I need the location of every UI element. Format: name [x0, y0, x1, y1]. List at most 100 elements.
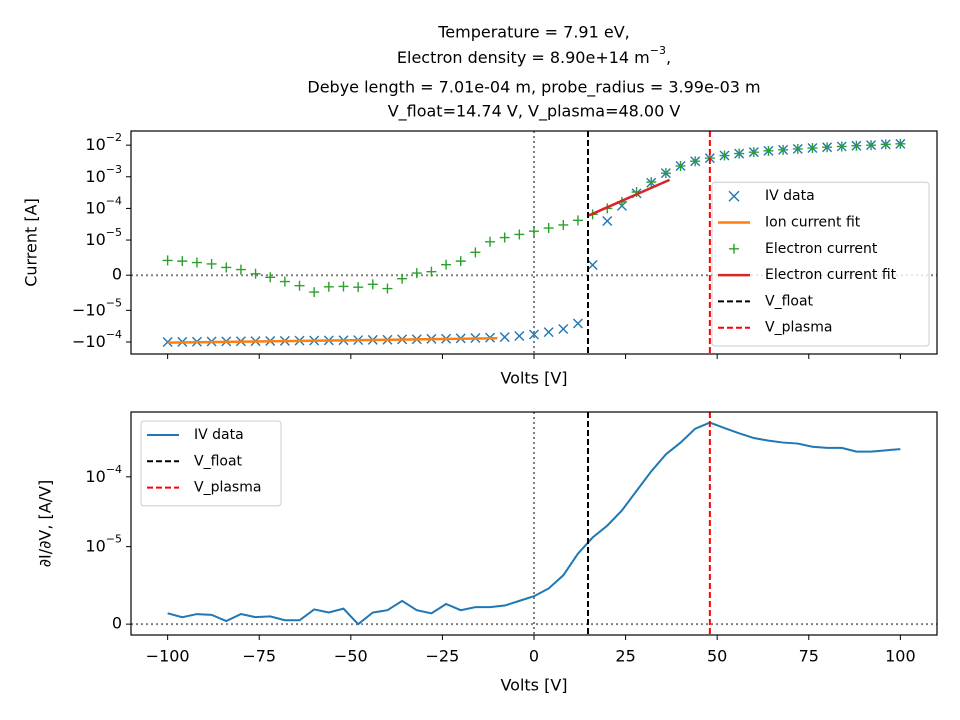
- series-line: [588, 178, 671, 217]
- marker: [485, 236, 496, 247]
- legend-marker: [729, 243, 739, 254]
- marker: [353, 282, 364, 293]
- chart-title: V_float=14.74 V, V_plasma=48.00 V: [388, 102, 681, 122]
- legend-label: Electron current fit: [765, 267, 897, 283]
- legend-box: [711, 181, 930, 347]
- y-tick-label: −10−5: [72, 296, 122, 319]
- marker: [587, 260, 598, 270]
- y-tick-label: 10−5: [85, 226, 122, 249]
- marker: [514, 229, 525, 240]
- marker: [221, 262, 232, 273]
- legend-label: Ion current fit: [765, 215, 861, 231]
- marker: [558, 219, 569, 230]
- legend-label: V_float: [194, 453, 243, 469]
- marker: [529, 329, 539, 340]
- x-tick-label: 25: [615, 647, 635, 666]
- marker: [455, 256, 466, 267]
- x-tick-label: −50: [334, 647, 368, 666]
- x-tick-label: 0: [529, 647, 539, 666]
- marker: [572, 215, 583, 226]
- title-text: ,: [666, 48, 671, 67]
- marker: [265, 272, 276, 283]
- marker: [543, 327, 554, 338]
- series-line: [167, 421, 901, 626]
- legend-box: [140, 420, 282, 507]
- y-tick-label: 0: [112, 614, 122, 633]
- chart-title: Temperature = 7.91 eV,: [437, 23, 630, 42]
- marker: [734, 148, 745, 159]
- x-tick-label: 100: [885, 647, 916, 666]
- series-line: [167, 336, 498, 344]
- marker: [367, 279, 378, 290]
- y-axis-label: ∂I/∂V, [A/V]: [36, 480, 55, 568]
- x-tick-label: −75: [242, 647, 276, 666]
- marker: [426, 266, 437, 277]
- legend-label: Electron current: [765, 241, 878, 257]
- y-tick-label: 10−3: [85, 163, 122, 186]
- marker: [162, 255, 173, 266]
- marker: [294, 280, 305, 291]
- marker: [719, 150, 730, 161]
- marker: [748, 147, 759, 158]
- marker: [822, 142, 833, 153]
- marker: [572, 318, 583, 329]
- marker: [279, 276, 290, 287]
- marker: [382, 283, 393, 294]
- y-tick-label: −10−4: [72, 328, 122, 351]
- marker: [235, 264, 246, 275]
- x-axis-label: Volts [V]: [500, 369, 567, 388]
- marker: [411, 268, 422, 279]
- y-tick-label: 10−2: [85, 131, 122, 154]
- marker: [191, 257, 202, 268]
- marker: [602, 216, 613, 226]
- plot-area: [131, 412, 937, 635]
- legend-marker: [728, 190, 740, 202]
- marker: [499, 232, 510, 243]
- marker: [323, 281, 334, 292]
- marker: [660, 168, 671, 179]
- x-tick-label: 75: [799, 647, 819, 666]
- marker: [543, 223, 554, 234]
- y-tick-label: 10−4: [85, 463, 122, 486]
- legend-label: V_float: [765, 293, 814, 309]
- marker: [441, 259, 452, 270]
- y-tick-label: 10−5: [85, 533, 122, 556]
- legend: IV data Ion current fit Electron current El…: [711, 181, 930, 347]
- chart-title: Electron density = 8.90e+14 m−3,: [397, 44, 671, 67]
- x-tick-label: −100: [146, 647, 190, 666]
- marker: [309, 287, 320, 298]
- marker: [558, 324, 569, 335]
- x-tick-label: 50: [707, 647, 727, 666]
- marker: [514, 331, 525, 342]
- x-tick-label: −25: [426, 647, 460, 666]
- marker: [529, 226, 539, 237]
- chart-title: Debye length = 7.01e-04 m, probe_radius …: [307, 78, 760, 98]
- legend-label: IV data: [765, 188, 815, 204]
- marker: [499, 332, 510, 343]
- y-tick-label: 0: [112, 265, 122, 284]
- marker: [397, 273, 408, 284]
- marker: [851, 140, 862, 151]
- marker: [338, 281, 349, 292]
- marker: [675, 160, 686, 171]
- title-superscript: −3: [650, 44, 666, 57]
- marker: [206, 258, 217, 269]
- marker: [690, 156, 701, 167]
- marker: [807, 143, 818, 154]
- marker: [836, 141, 847, 152]
- marker: [250, 268, 261, 279]
- marker: [792, 143, 803, 154]
- marker: [895, 138, 906, 149]
- marker: [646, 177, 657, 188]
- title-text: Electron density = 8.90e+14 m: [397, 48, 650, 67]
- legend: IV data V_float V_plasma: [140, 420, 282, 507]
- legend-label: V_plasma: [194, 480, 261, 496]
- marker: [177, 256, 188, 267]
- legend-label: IV data: [194, 427, 244, 443]
- legend-label: V_plasma: [765, 320, 832, 336]
- marker: [763, 145, 774, 156]
- x-axis-label: Volts [V]: [500, 676, 567, 695]
- marker: [778, 144, 789, 155]
- marker: [470, 247, 481, 258]
